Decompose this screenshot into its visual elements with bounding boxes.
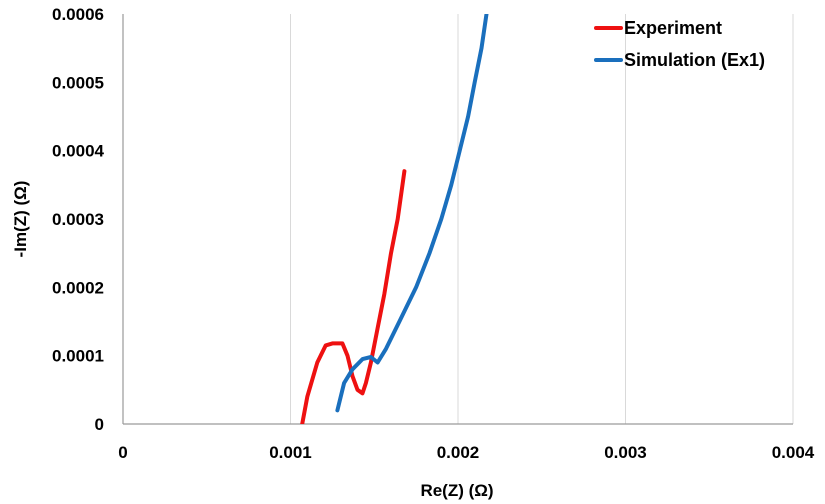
series-lines	[300, 14, 489, 424]
y-axis-label: -Im(Z) (Ω)	[11, 181, 30, 258]
x-tick-label: 0.003	[604, 443, 647, 462]
x-tick-label: 0.004	[772, 443, 815, 462]
x-axis-label: Re(Z) (Ω)	[420, 481, 493, 500]
series-line-experiment	[300, 169, 407, 424]
y-tick-label: 0	[95, 415, 104, 434]
y-tick-label: 0.0004	[52, 142, 105, 161]
legend-label: Simulation (Ex1)	[624, 50, 765, 70]
y-tick-label: 0.0002	[52, 278, 104, 297]
x-tick-label: 0	[118, 443, 127, 462]
y-tick-label: 0.0003	[52, 210, 104, 229]
y-tick-label: 0.0006	[52, 5, 104, 24]
x-tick-labels: 0 0.001 0.002 0.003 0.004	[118, 443, 815, 462]
y-tick-labels: 0 0.0001 0.0002 0.0003 0.0004 0.0005 0.0006	[52, 5, 105, 434]
x-tick-label: 0.001	[269, 443, 312, 462]
y-tick-label: 0.0005	[52, 73, 104, 92]
legend: Experiment Simulation (Ex1)	[594, 18, 765, 70]
y-tick-label: 0.0001	[52, 347, 104, 366]
grid-lines	[290, 14, 794, 424]
legend-label: Experiment	[624, 18, 722, 38]
series-line-simulation	[335, 14, 489, 413]
x-tick-label: 0.002	[437, 443, 480, 462]
